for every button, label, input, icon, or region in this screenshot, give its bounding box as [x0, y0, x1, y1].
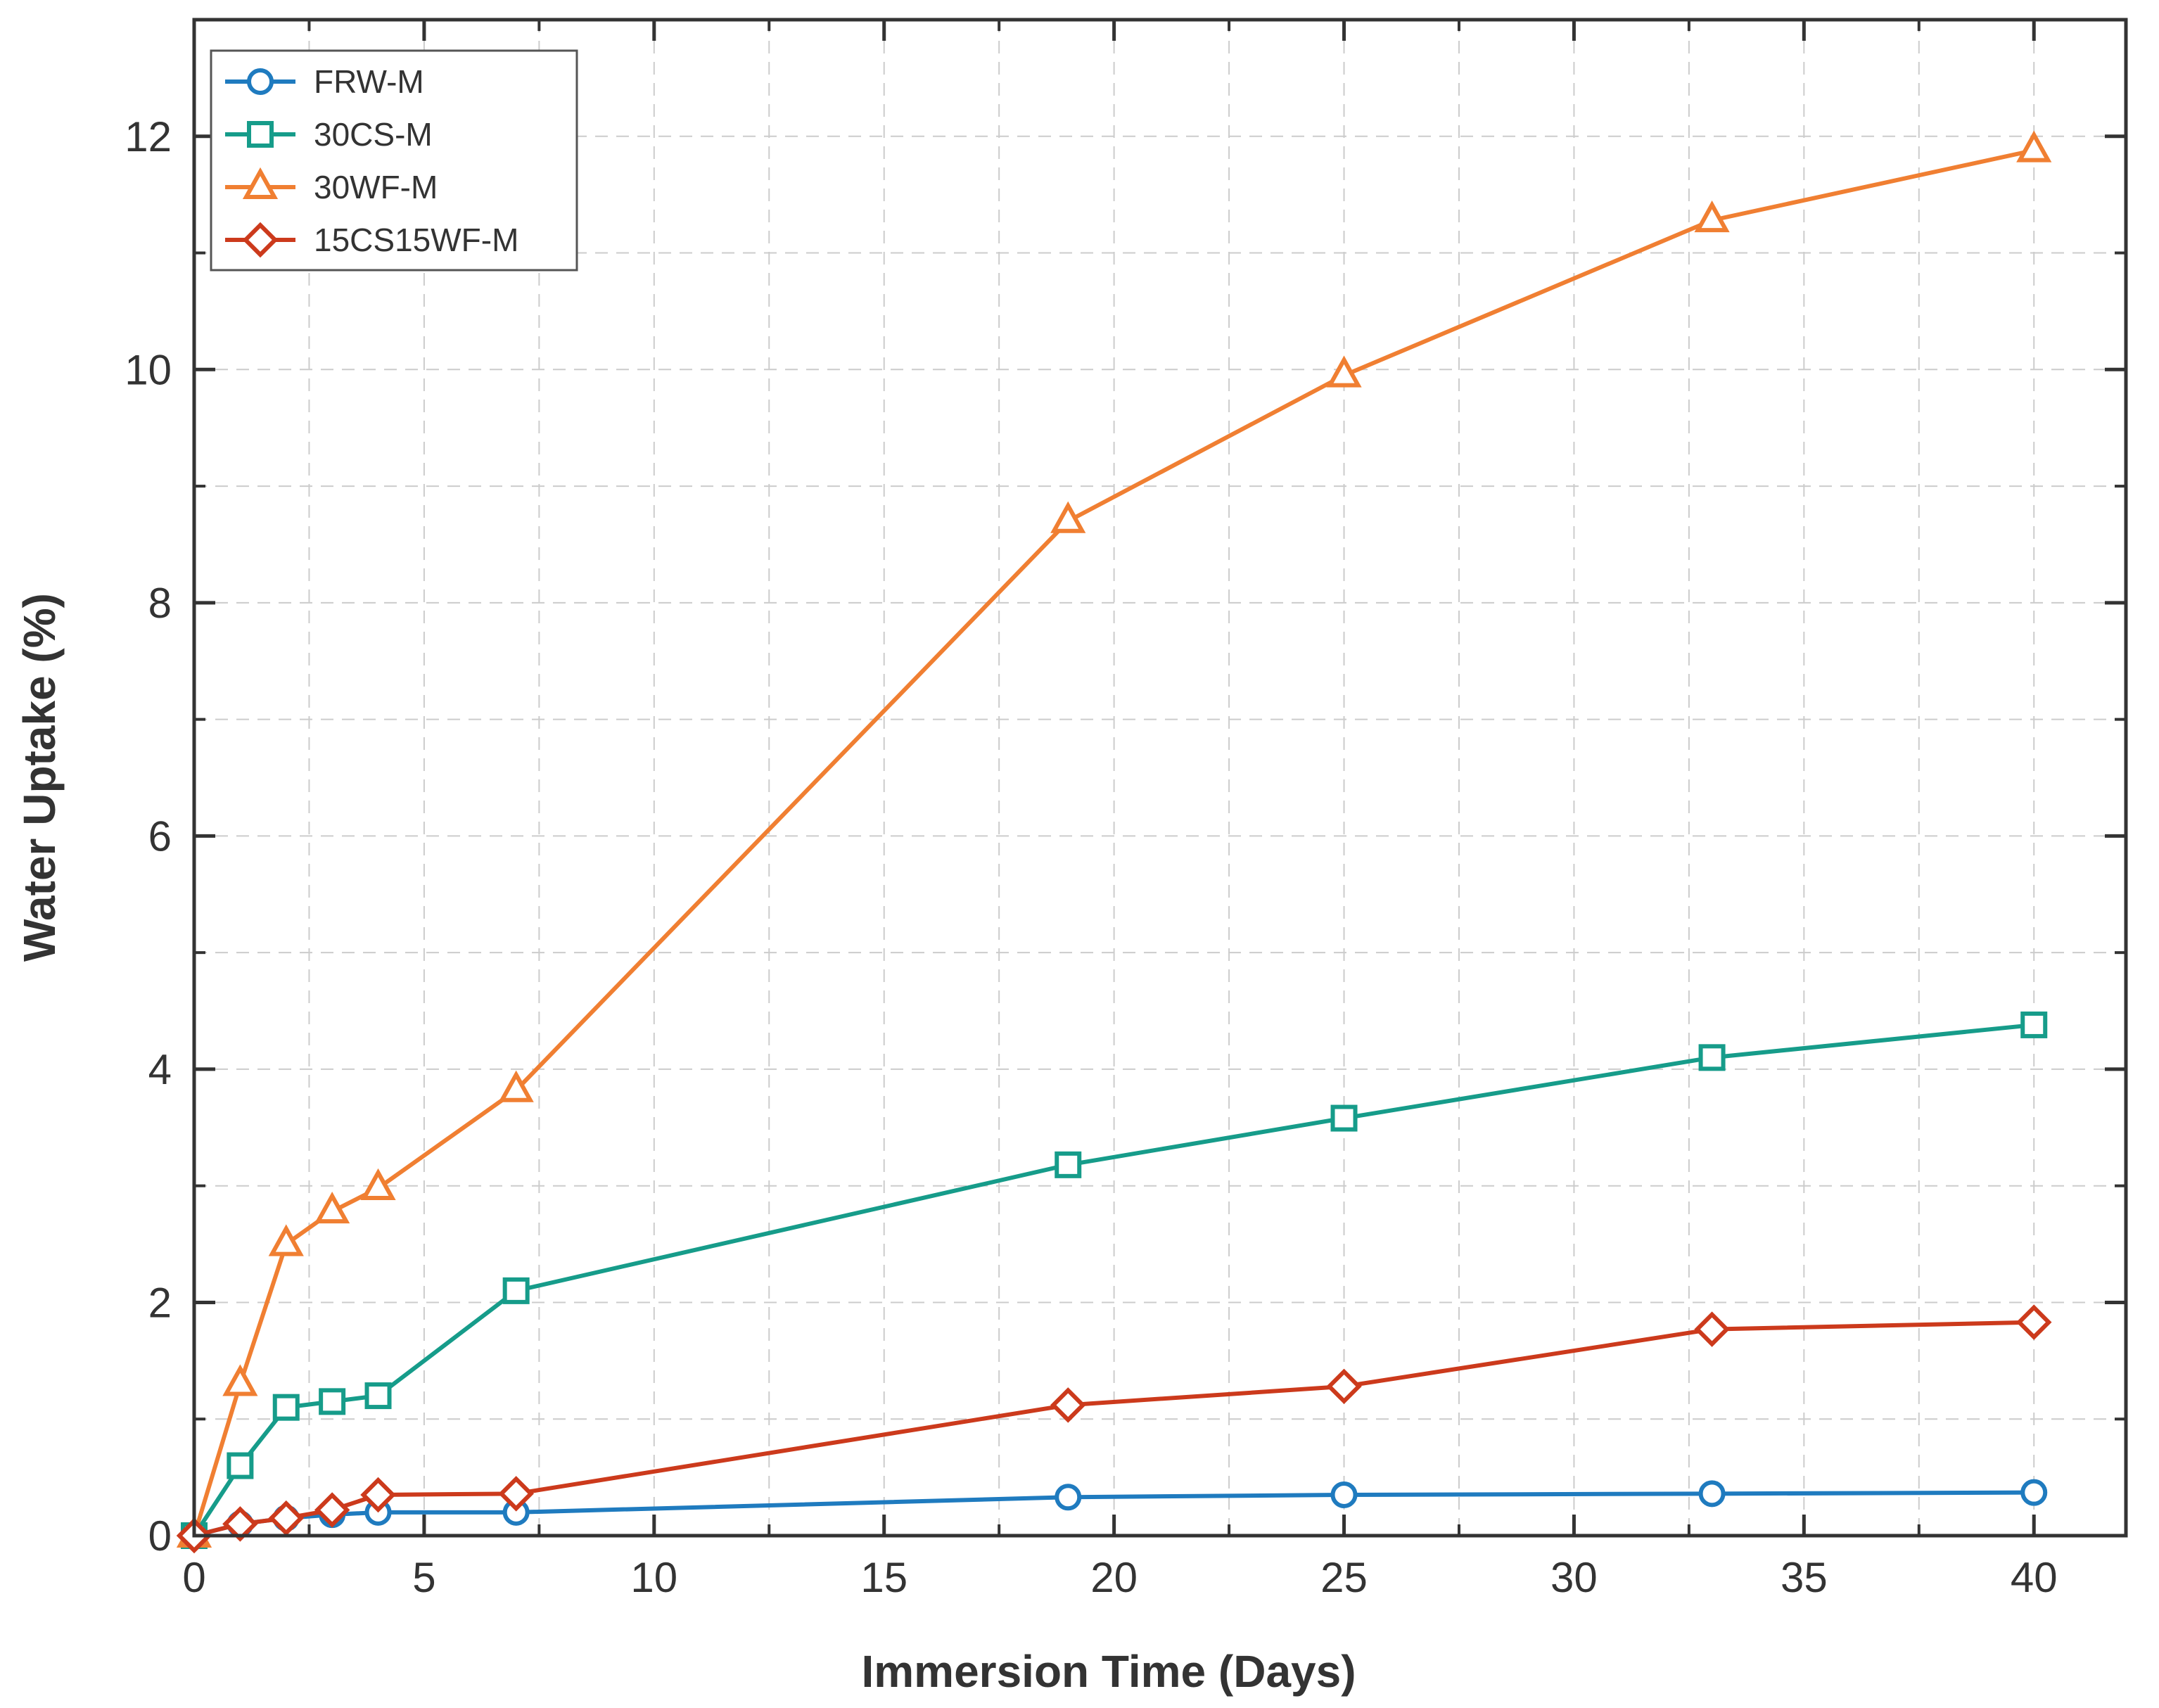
data-point-15CS15WF-M	[222, 1506, 258, 1542]
data-point-15CS15WF-M	[1694, 1311, 1730, 1347]
series-line-30CS-M	[192, 1022, 2034, 1537]
legend-marker	[247, 68, 274, 95]
data-point-FRW-M	[1330, 1481, 1358, 1508]
data-point-30WF-M	[1694, 200, 1730, 233]
series-line-15CS15WF-M	[193, 1320, 2034, 1538]
data-point-15CS15WF-M	[498, 1476, 534, 1512]
legend-item-30CS-M: 30CS-M	[225, 116, 433, 153]
x-tick-label: 35	[1781, 1554, 1828, 1601]
data-point-15CS15WF-M	[1326, 1368, 1362, 1405]
data-point-30WF-M	[1050, 501, 1086, 533]
legend-label: 30WF-M	[314, 169, 438, 205]
x-tick-label: 10	[630, 1554, 677, 1601]
y-tick-label: 2	[148, 1279, 172, 1326]
data-point-30WF-M	[222, 1364, 258, 1396]
legend-label: 30CS-M	[314, 116, 433, 153]
data-point-30WF-M	[1326, 355, 1362, 388]
y-tick-label: 6	[148, 812, 172, 860]
data-point-30CS-M	[272, 1394, 300, 1421]
data-point-30CS-M	[1055, 1151, 1082, 1178]
data-point-30CS-M	[227, 1452, 254, 1479]
legend-label: 15CS15WF-M	[314, 222, 518, 258]
data-point-30CS-M	[1330, 1104, 1358, 1132]
data-point-15CS15WF-M	[1050, 1387, 1086, 1423]
data-point-FRW-M	[1698, 1480, 1726, 1508]
series-30WF-M	[176, 130, 2052, 1548]
data-point-30CS-M	[502, 1277, 530, 1304]
y-tick-label: 4	[148, 1046, 172, 1093]
x-tick-label: 20	[1090, 1554, 1138, 1601]
data-point-30WF-M	[498, 1070, 534, 1102]
y-tick-label: 10	[125, 346, 172, 393]
data-point-15CS15WF-M	[360, 1477, 396, 1513]
legend-marker	[242, 222, 279, 258]
series-layer	[176, 130, 2052, 1554]
plot-frame	[192, 18, 2128, 1538]
legend-item-15CS15WF-M: 15CS15WF-M	[225, 222, 518, 258]
data-point-30CS-M	[2020, 1011, 2048, 1038]
data-point-30WF-M	[268, 1224, 304, 1256]
data-point-15CS15WF-M	[2015, 1304, 2052, 1340]
series-line-30WF-M	[192, 148, 2034, 1536]
data-point-30CS-M	[1698, 1044, 1726, 1071]
y-tick-label: 0	[148, 1512, 172, 1560]
x-tick-label: 30	[1550, 1554, 1598, 1601]
data-point-30WF-M	[314, 1191, 350, 1224]
data-point-FRW-M	[1055, 1484, 1082, 1511]
x-tick-label: 0	[182, 1554, 205, 1601]
y-axis-title: Water Uptake (%)	[14, 593, 65, 962]
data-point-30CS-M	[364, 1382, 392, 1410]
data-point-30WF-M	[360, 1168, 396, 1201]
data-point-30WF-M	[2016, 130, 2052, 162]
y-tick-label: 12	[125, 113, 172, 160]
data-point-15CS15WF-M	[268, 1500, 305, 1536]
x-tick-label: 5	[412, 1554, 435, 1601]
x-tick-label: 40	[2011, 1554, 2058, 1601]
series-30CS-M	[181, 1011, 2048, 1549]
y-tick-label: 8	[148, 580, 172, 627]
legend-item-FRW-M: FRW-M	[225, 63, 424, 100]
legend-label: FRW-M	[314, 63, 424, 100]
data-point-15CS15WF-M	[314, 1492, 350, 1528]
x-axis-title: Immersion Time (Days)	[861, 1646, 1356, 1697]
series-15CS15WF-M	[176, 1304, 2052, 1554]
legend-marker	[242, 167, 279, 199]
x-tick-label: 25	[1320, 1554, 1368, 1601]
x-tick-label: 15	[860, 1554, 907, 1601]
legend: FRW-M 30CS-M 30WF-M 15CS15WF-M	[210, 49, 578, 272]
axis-ticks: 0 5 10 15 20 25 30 35 40 0 2 4 6 8 10 12	[125, 20, 2126, 1601]
legend-item-30WF-M: 30WF-M	[225, 167, 438, 205]
data-point-FRW-M	[2020, 1479, 2048, 1506]
legend-marker	[247, 121, 274, 148]
data-point-30CS-M	[319, 1388, 346, 1415]
grid	[194, 20, 2126, 1536]
